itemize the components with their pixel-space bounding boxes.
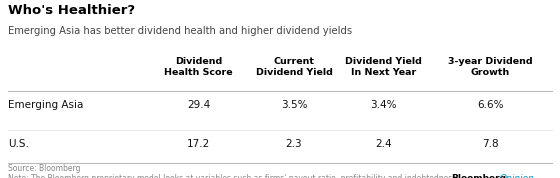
Text: Source: Bloomberg: Source: Bloomberg [8, 164, 81, 173]
Text: Dividend Yield
In Next Year: Dividend Yield In Next Year [345, 57, 422, 77]
Text: Note: The Bloomberg proprietary model looks at variables such as firms' payout r: Note: The Bloomberg proprietary model lo… [8, 174, 459, 178]
Text: Dividend
Health Score: Dividend Health Score [165, 57, 233, 77]
Text: 3.4%: 3.4% [370, 100, 397, 110]
Text: 3-year Dividend
Growth: 3-year Dividend Growth [447, 57, 533, 77]
Text: Who's Healthier?: Who's Healthier? [8, 4, 136, 17]
Text: 3.5%: 3.5% [281, 100, 307, 110]
Text: 29.4: 29.4 [187, 100, 211, 110]
Text: Opinion: Opinion [500, 174, 534, 178]
Text: 7.8: 7.8 [482, 139, 498, 149]
Text: 2.4: 2.4 [375, 139, 392, 149]
Text: 6.6%: 6.6% [477, 100, 503, 110]
Text: U.S.: U.S. [8, 139, 29, 149]
Text: Emerging Asia has better dividend health and higher dividend yields: Emerging Asia has better dividend health… [8, 26, 353, 36]
Text: Current
Dividend Yield: Current Dividend Yield [255, 57, 333, 77]
Text: 17.2: 17.2 [187, 139, 211, 149]
Text: Bloomberg: Bloomberg [451, 174, 506, 178]
Text: 2.3: 2.3 [286, 139, 302, 149]
Text: Emerging Asia: Emerging Asia [8, 100, 84, 110]
